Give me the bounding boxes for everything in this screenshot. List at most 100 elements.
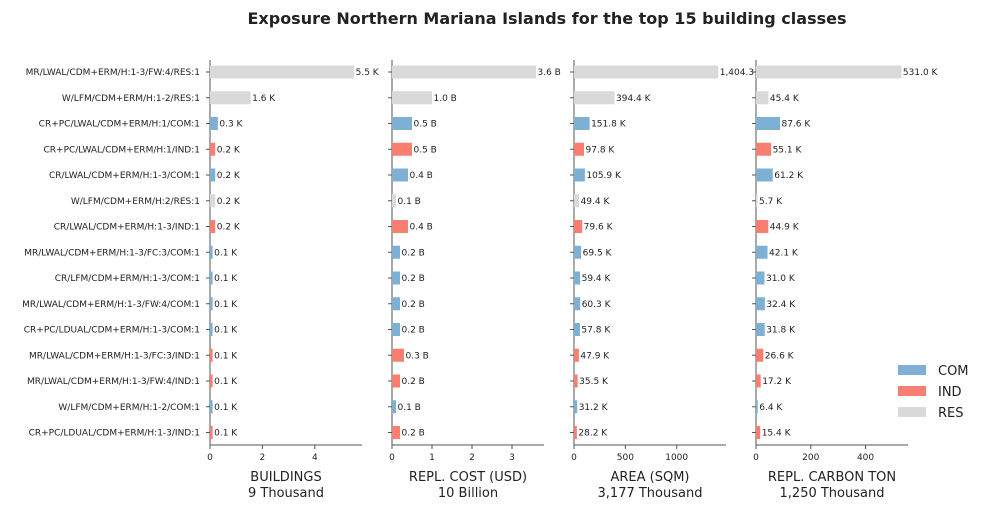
- x-tick-label: 200: [802, 453, 819, 463]
- x-axis-label: AREA (SQM): [610, 470, 689, 485]
- bar-value-label: 0.1 K: [214, 377, 238, 387]
- bar-value-label: 0.1 K: [214, 274, 238, 284]
- bar-value-label: 32.4 K: [766, 300, 796, 310]
- bar-value-label: 49.4 K: [581, 197, 611, 207]
- bar-value-label: 15.4 K: [762, 429, 792, 439]
- category-label: W/LFM/CDM+ERM/H:1-2/RES:1: [62, 94, 200, 104]
- bar-value-label: 0.2 B: [402, 377, 425, 387]
- bar: [756, 245, 768, 259]
- bar: [574, 374, 578, 388]
- bar: [756, 400, 758, 414]
- bar-value-label: 5.7 K: [759, 197, 783, 207]
- bar-value-label: 1.0 B: [434, 94, 457, 104]
- bar-value-label: 0.2 K: [217, 171, 241, 181]
- bar-value-label: 0.2 K: [217, 223, 241, 233]
- bar: [210, 348, 213, 362]
- bar-value-label: 0.1 K: [214, 300, 238, 310]
- bar-value-label: 1.6 K: [252, 94, 276, 104]
- bar: [574, 220, 583, 233]
- bar: [574, 271, 581, 285]
- bar-value-label: 0.1 B: [398, 403, 421, 413]
- category-label: CR/LWAL/CDM+ERM/H:1-3/IND:1: [54, 223, 200, 233]
- bar: [210, 245, 213, 259]
- x-tick-label: 1: [429, 453, 435, 463]
- x-tick-label: 0: [389, 453, 395, 463]
- bar-value-label: 55.1 K: [773, 145, 803, 155]
- bar-value-label: 0.1 K: [214, 326, 238, 336]
- bar: [756, 220, 769, 233]
- bar-value-label: 0.1 K: [214, 403, 238, 413]
- bar: [392, 374, 400, 388]
- category-label: CR+PC/LDUAL/CDM+ERM/H:1-3/COM:1: [24, 326, 200, 336]
- bar-value-label: 45.4 K: [770, 94, 800, 104]
- bar: [756, 117, 780, 130]
- x-axis-total: 10 Billion: [438, 486, 498, 501]
- bar: [210, 142, 216, 156]
- bar-value-label: 61.2 K: [774, 171, 804, 181]
- bar: [756, 323, 765, 336]
- bar: [392, 142, 412, 156]
- bar: [392, 220, 408, 233]
- bar: [392, 323, 400, 336]
- bar-value-label: 531.0 K: [903, 68, 939, 78]
- bar: [392, 65, 536, 79]
- bar: [574, 194, 580, 208]
- bar: [210, 117, 218, 130]
- x-tick-label: 500: [617, 453, 634, 463]
- bar-value-label: 26.6 K: [765, 351, 795, 361]
- category-label: CR/LWAL/CDM+ERM/H:1-3/COM:1: [49, 171, 200, 181]
- category-label: W/LFM/CDM+ERM/H:2/RES:1: [71, 197, 200, 207]
- bar: [210, 323, 213, 336]
- bar: [574, 91, 615, 105]
- bar-value-label: 0.5 B: [414, 120, 437, 130]
- x-tick-label: 0: [753, 453, 759, 463]
- bar: [392, 348, 404, 362]
- bar-value-label: 0.2 B: [402, 274, 425, 284]
- bar-value-label: 0.1 K: [214, 429, 238, 439]
- bar: [756, 271, 765, 285]
- legend-label: COM: [938, 364, 969, 379]
- bar: [574, 426, 577, 439]
- category-label: MR/LWAL/CDM+ERM/H:1-3/FW:4/RES:1: [26, 68, 200, 78]
- x-tick-label: 4: [312, 453, 318, 463]
- bar: [210, 400, 213, 414]
- bar: [210, 65, 355, 79]
- bar: [574, 245, 582, 259]
- bar-value-label: 0.2 K: [217, 197, 241, 207]
- bar-value-label: 394.4 K: [616, 94, 652, 104]
- bar-value-label: 31.8 K: [766, 326, 796, 336]
- category-label: CR+PC/LWAL/CDM+ERM/H:1/COM:1: [39, 120, 200, 130]
- x-tick-label: 2: [469, 453, 475, 463]
- legend-swatch: [898, 386, 926, 396]
- bar-value-label: 0.1 K: [214, 351, 238, 361]
- bar: [756, 65, 902, 79]
- bar-value-label: 1,404.3: [720, 68, 754, 78]
- bar: [392, 168, 408, 182]
- bar: [392, 426, 400, 439]
- bar-value-label: 0.2 B: [402, 429, 425, 439]
- bar: [574, 348, 579, 362]
- legend-swatch: [898, 365, 926, 375]
- bar-value-label: 5.5 K: [356, 68, 380, 78]
- x-axis-total: 9 Thousand: [248, 486, 324, 501]
- bar-value-label: 31.2 K: [579, 403, 609, 413]
- bar: [392, 245, 400, 259]
- bar: [756, 348, 764, 362]
- bar: [574, 65, 719, 79]
- category-label: W/LFM/CDM+ERM/H:1-2/COM:1: [58, 403, 200, 413]
- bar-value-label: 0.2 B: [402, 326, 425, 336]
- x-tick-label: 0: [571, 453, 577, 463]
- bar: [210, 426, 213, 439]
- bar-value-label: 17.2 K: [762, 377, 792, 387]
- x-tick-label: 400: [857, 453, 874, 463]
- bar-value-label: 0.4 B: [410, 223, 433, 233]
- bar: [210, 168, 216, 182]
- bar: [392, 297, 400, 311]
- category-label: MR/LWAL/CDM+ERM/H:1-3/FW:4/IND:1: [27, 377, 200, 387]
- bar: [210, 220, 216, 233]
- category-label: CR+PC/LWAL/CDM+ERM/H:1/IND:1: [43, 145, 200, 155]
- category-label: CR/LFM/CDM+ERM/H:1-3/COM:1: [55, 274, 200, 284]
- chart-title: Exposure Northern Mariana Islands for th…: [247, 9, 846, 28]
- bar: [210, 194, 216, 208]
